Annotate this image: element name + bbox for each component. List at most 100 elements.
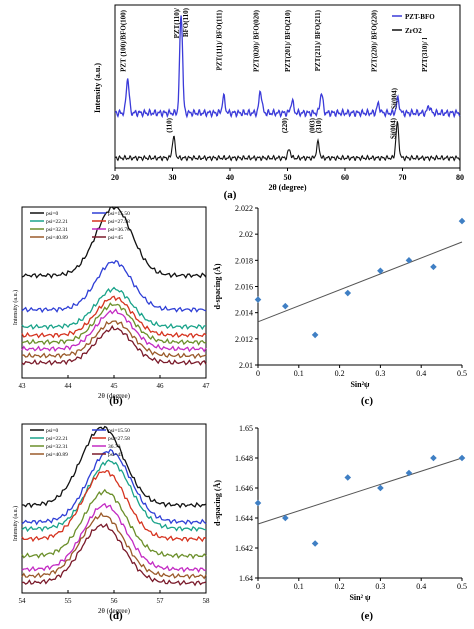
x-axis-label: 2θ (degree): [98, 392, 131, 400]
series-line-psi-0: [21, 425, 207, 509]
y-tick-label: 2.014: [235, 309, 253, 318]
y-tick-label: 1.65: [239, 424, 253, 433]
series-line-psi-40-89: [21, 511, 207, 580]
peak-annotation: (220): [281, 117, 289, 133]
peak-annotation: PZT(211)/ BFO(211): [314, 9, 322, 71]
peak-annotation: (110): [166, 117, 174, 132]
legend-entry: 36.70: [108, 444, 121, 450]
y-axis-label: Intensity (a.u.): [12, 290, 19, 325]
data-point: [458, 217, 466, 225]
y-axis-label: d-spacing (Å): [213, 263, 222, 309]
peak-annotation: PZT (100)/BFO(100): [120, 9, 128, 72]
series-line-psi-15-50: [21, 448, 207, 526]
y-axis-label: d-spacing (Å): [213, 480, 222, 526]
trend-line: [257, 457, 463, 525]
data-point: [254, 499, 262, 507]
x-tick-label: 30: [169, 173, 177, 182]
legend-entry: psi=40.89: [46, 235, 68, 241]
x-tick-label: 20: [111, 173, 119, 182]
panel-c-chart: 2.01 2.012 2.014 2.016 2.018 2.02 2.022 0 0.1 0.2…: [213, 204, 467, 389]
x-axis-label: Sin² ψ: [349, 593, 371, 602]
series-line-psi-27-58: [21, 469, 207, 543]
x-tick-label: 70: [399, 173, 407, 182]
x-tick-label: 0.3: [375, 582, 385, 591]
data-point: [377, 267, 384, 275]
peak-annotation: Si(004): [390, 87, 398, 109]
x-tick-label: 47: [203, 382, 211, 390]
x-axis-label: Sin²ψ: [350, 380, 370, 389]
y-tick-label: 1.64: [239, 574, 253, 583]
series-line-psi-32-31: [21, 488, 207, 560]
y-axis-label: Intensity (a.u.): [93, 63, 102, 113]
peak-annotation: PZT(201)/ BFO(210): [284, 9, 292, 72]
data-point: [311, 540, 319, 547]
x-tick-label: 46: [157, 382, 165, 390]
x-tick-label: 54: [19, 597, 27, 605]
y-tick-label: 2.022: [235, 204, 253, 213]
data-point: [282, 514, 289, 522]
legend-entry: psi=15.50: [108, 428, 130, 434]
x-tick-label: 0: [256, 369, 260, 378]
series-line-psi-32-31: [21, 302, 207, 346]
data-point: [282, 302, 289, 310]
series-line-psi-45: [21, 324, 207, 366]
y-tick-label: 1.646: [235, 484, 253, 493]
x-tick-label: 44: [65, 382, 73, 390]
legend-entry: psi=0: [46, 211, 59, 217]
panel-d-chart: 54 55 56 57 58 2θ (degree) Intensity (a.u.) psi…: [12, 423, 211, 615]
legend: PZT-BFO ZrO2: [390, 8, 458, 38]
y-tick-label: 1.642: [235, 544, 253, 553]
series-line-36-70: [21, 502, 207, 573]
legend-entry: psi=40.89: [46, 452, 68, 458]
peak-annotation: (310): [315, 117, 323, 133]
data-point: [405, 469, 413, 477]
x-tick-label: 60: [341, 173, 349, 182]
legend-entry: psi=22.21: [46, 219, 68, 225]
data-point: [344, 474, 352, 481]
series-line-psi-22-21: [21, 459, 207, 533]
legend-entry: psi=36.70: [108, 227, 130, 233]
series-line-psi-45: [21, 523, 207, 587]
peak-annotation: PZT(110)/: [173, 7, 181, 38]
x-tick-label: 0.3: [375, 369, 385, 378]
panel-e-label: (e): [361, 610, 374, 622]
panel-e-chart: 1.64 1.642 1.644 1.646 1.648 1.65 0 0.1 0.2 0.3 0.…: [213, 424, 467, 602]
y-axis-label: Intensity (a.u.): [12, 506, 19, 541]
legend-entry: psi=32.31: [46, 227, 68, 233]
panel-b-label: (b): [109, 395, 123, 407]
legend-entry: psi=45: [108, 235, 123, 241]
x-tick-label: 43: [19, 382, 27, 390]
panel-a-xrd-pattern: 20 30 40 50 60 70 80 2θ (degree) Intensity (a.u.…: [93, 4, 464, 192]
peak-annotation: Si(004): [389, 117, 397, 139]
panel-a-label: (a): [224, 189, 237, 201]
data-point: [254, 296, 262, 303]
y-tick-label: 1.644: [235, 514, 253, 523]
x-tick-label: 0.5: [457, 582, 467, 591]
series-line-psi-36-70: [21, 308, 207, 353]
x-tick-label: 0: [256, 582, 260, 591]
legend-entry: psi=27.58: [108, 219, 130, 225]
x-tick-label: 57: [157, 597, 165, 605]
x-tick-label: 0.5: [457, 369, 467, 378]
series-line-psi-22-21: [21, 286, 206, 331]
legend-box: [390, 8, 458, 38]
x-tick-label: 55: [65, 597, 73, 605]
data-point: [377, 484, 384, 492]
y-tick-label: 2.01: [239, 361, 253, 370]
data-point: [344, 289, 352, 297]
x-tick-label: 58: [203, 597, 211, 605]
peak-annotation: PZT(220)/ BFO(220): [370, 9, 378, 72]
peak-annotation: PZT(020)/ BFO(020): [252, 9, 260, 72]
legend-entry: psi=0: [46, 428, 59, 434]
panel-b-chart: 43 44 45 46 47 2θ (degree) Intensity (a.u.) psi…: [12, 206, 211, 400]
y-tick-label: 2.018: [235, 256, 253, 265]
x-tick-label: 0.4: [416, 369, 426, 378]
x-tick-label: 40: [226, 173, 234, 182]
x-tick-label: 50: [284, 173, 292, 182]
data-point: [405, 257, 413, 264]
legend: psi=0 psi=15.50 psi=22.21 psi=27.58 psi=32.3…: [30, 211, 130, 241]
data-point: [458, 454, 466, 462]
peak-annotation: (003): [308, 117, 316, 133]
y-tick-label: 1.648: [235, 454, 253, 463]
